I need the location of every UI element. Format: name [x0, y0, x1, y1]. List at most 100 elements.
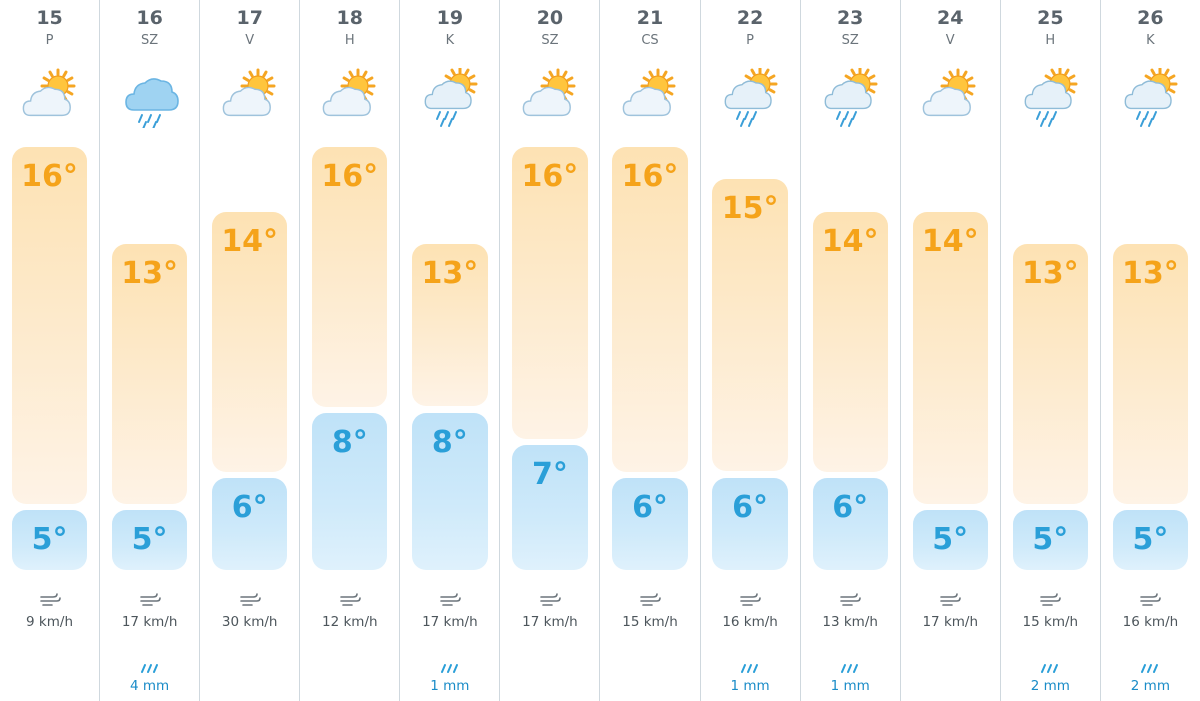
max-temp: 14° [821, 224, 879, 259]
min-temp: 5° [1032, 522, 1069, 557]
wind-speed: 17 km/h [121, 614, 178, 630]
min-temp: 6° [732, 490, 769, 525]
max-temp: 16° [521, 159, 579, 194]
wind-icon [439, 592, 461, 608]
precipitation: 1 mm [830, 678, 870, 694]
sun-cloud-icon [520, 68, 580, 128]
day-name: P [45, 33, 54, 48]
rain-icon [838, 658, 862, 673]
day-name: SZ [541, 33, 559, 48]
sun-rain-icon [420, 66, 480, 128]
rain-icon [138, 658, 162, 673]
max-temp-bar [612, 147, 688, 472]
sun-cloud-icon [320, 68, 380, 128]
min-temp: 8° [331, 425, 368, 460]
max-temp-bar [512, 147, 588, 439]
wind-speed: 13 km/h [822, 614, 878, 630]
min-temp-bar [812, 478, 888, 570]
day-date: 15 [36, 7, 63, 29]
max-temp: 14° [921, 224, 979, 259]
sun-cloud-icon [220, 68, 280, 128]
day-column[interactable]: 17 V 14° 6° 30 km/h [199, 0, 299, 701]
max-temp-bar [912, 212, 988, 504]
max-temp-bar [412, 244, 488, 406]
wind-speed: 17 km/h [522, 614, 578, 630]
max-temp-bar [712, 179, 788, 471]
wind-speed: 15 km/h [1022, 614, 1079, 630]
min-temp-bar [212, 478, 288, 570]
sun-cloud-icon [920, 68, 980, 128]
wind-icon [1039, 592, 1062, 608]
rain-cloud-icon [120, 68, 180, 130]
min-temp-bar [11, 510, 88, 570]
max-temp: 13° [1021, 256, 1079, 291]
rain-icon [738, 658, 762, 673]
wind-icon [739, 592, 761, 608]
day-name: SZ [141, 33, 159, 48]
max-temp: 13° [1122, 256, 1179, 291]
day-date: 22 [736, 7, 764, 29]
max-temp-bar [212, 212, 288, 472]
wind-icon [239, 592, 261, 608]
day-column[interactable]: 19 K 13° 8° 17 km/h 1 mm [399, 0, 499, 701]
wind-icon [939, 592, 962, 608]
max-temp: 16° [621, 159, 679, 194]
day-name: SZ [841, 33, 859, 48]
day-name: CS [641, 33, 659, 48]
min-temp: 7° [531, 457, 568, 492]
day-column[interactable]: 25 H 13° 5° 15 km/h 2 mm [999, 0, 1100, 701]
wind-icon [639, 592, 661, 608]
day-name: P [746, 33, 754, 48]
day-date: 26 [1137, 7, 1164, 29]
day-date: 18 [336, 7, 363, 29]
sun-rain-icon [820, 66, 880, 128]
day-column[interactable]: 18 H 16° 8° 12 km/h [299, 0, 399, 701]
day-date: 21 [636, 7, 664, 29]
day-name: K [445, 33, 455, 48]
precipitation: 1 mm [430, 678, 470, 694]
day-column[interactable]: 21 CS 16° 6° 15 km/h [599, 0, 699, 701]
min-temp-bar [111, 510, 188, 570]
day-name: K [1146, 33, 1155, 48]
day-column[interactable]: 23 SZ 14° 6° 13 km/h 1 mm [799, 0, 900, 701]
max-temp-bar [1012, 244, 1088, 504]
precipitation: 2 mm [1030, 678, 1070, 694]
day-column[interactable]: 15 P 16° 5° 9 km/h [0, 0, 99, 701]
min-temp-bar [912, 510, 988, 570]
day-column[interactable]: 16 SZ 13° 5° 17 km/h 4 mm [99, 0, 199, 701]
day-date: 25 [1037, 7, 1064, 29]
day-date: 17 [236, 7, 263, 29]
min-temp: 6° [632, 490, 668, 525]
wind-speed: 17 km/h [422, 614, 478, 630]
min-temp-bar [412, 413, 488, 570]
day-column[interactable]: 26 K 13° 5° 16 km/h 2 mm [1099, 0, 1200, 701]
min-temp: 6° [231, 490, 268, 525]
max-temp: 16° [321, 159, 379, 194]
min-temp: 5° [1132, 522, 1169, 557]
wind-icon [39, 592, 61, 608]
day-date: 16 [136, 7, 163, 29]
max-temp-bar [1112, 244, 1189, 504]
day-column[interactable]: 20 SZ 16° 7° 17 km/h [499, 0, 599, 701]
precipitation: 2 mm [1130, 678, 1170, 694]
max-temp-bar [111, 244, 188, 504]
min-temp-bar [512, 445, 588, 570]
max-temp-bar [812, 212, 888, 472]
max-temp: 13° [421, 256, 479, 291]
min-temp: 5° [131, 522, 168, 557]
day-name: V [245, 33, 255, 48]
max-temp-bar [312, 147, 388, 407]
wind-speed: 17 km/h [922, 614, 979, 630]
day-column[interactable]: 22 P 15° 6° 16 km/h 1 mm [699, 0, 800, 701]
day-column[interactable]: 24 V 14° 5° 17 km/h [899, 0, 1000, 701]
max-temp: 16° [21, 159, 78, 194]
sun-rain-icon [1120, 66, 1180, 128]
wind-speed: 15 km/h [622, 614, 678, 630]
precipitation: 1 mm [730, 678, 770, 694]
min-temp: 8° [431, 425, 468, 460]
day-date: 19 [436, 7, 464, 29]
rain-icon [438, 658, 462, 673]
max-temp: 14° [221, 224, 279, 259]
min-temp-bar [612, 478, 688, 570]
